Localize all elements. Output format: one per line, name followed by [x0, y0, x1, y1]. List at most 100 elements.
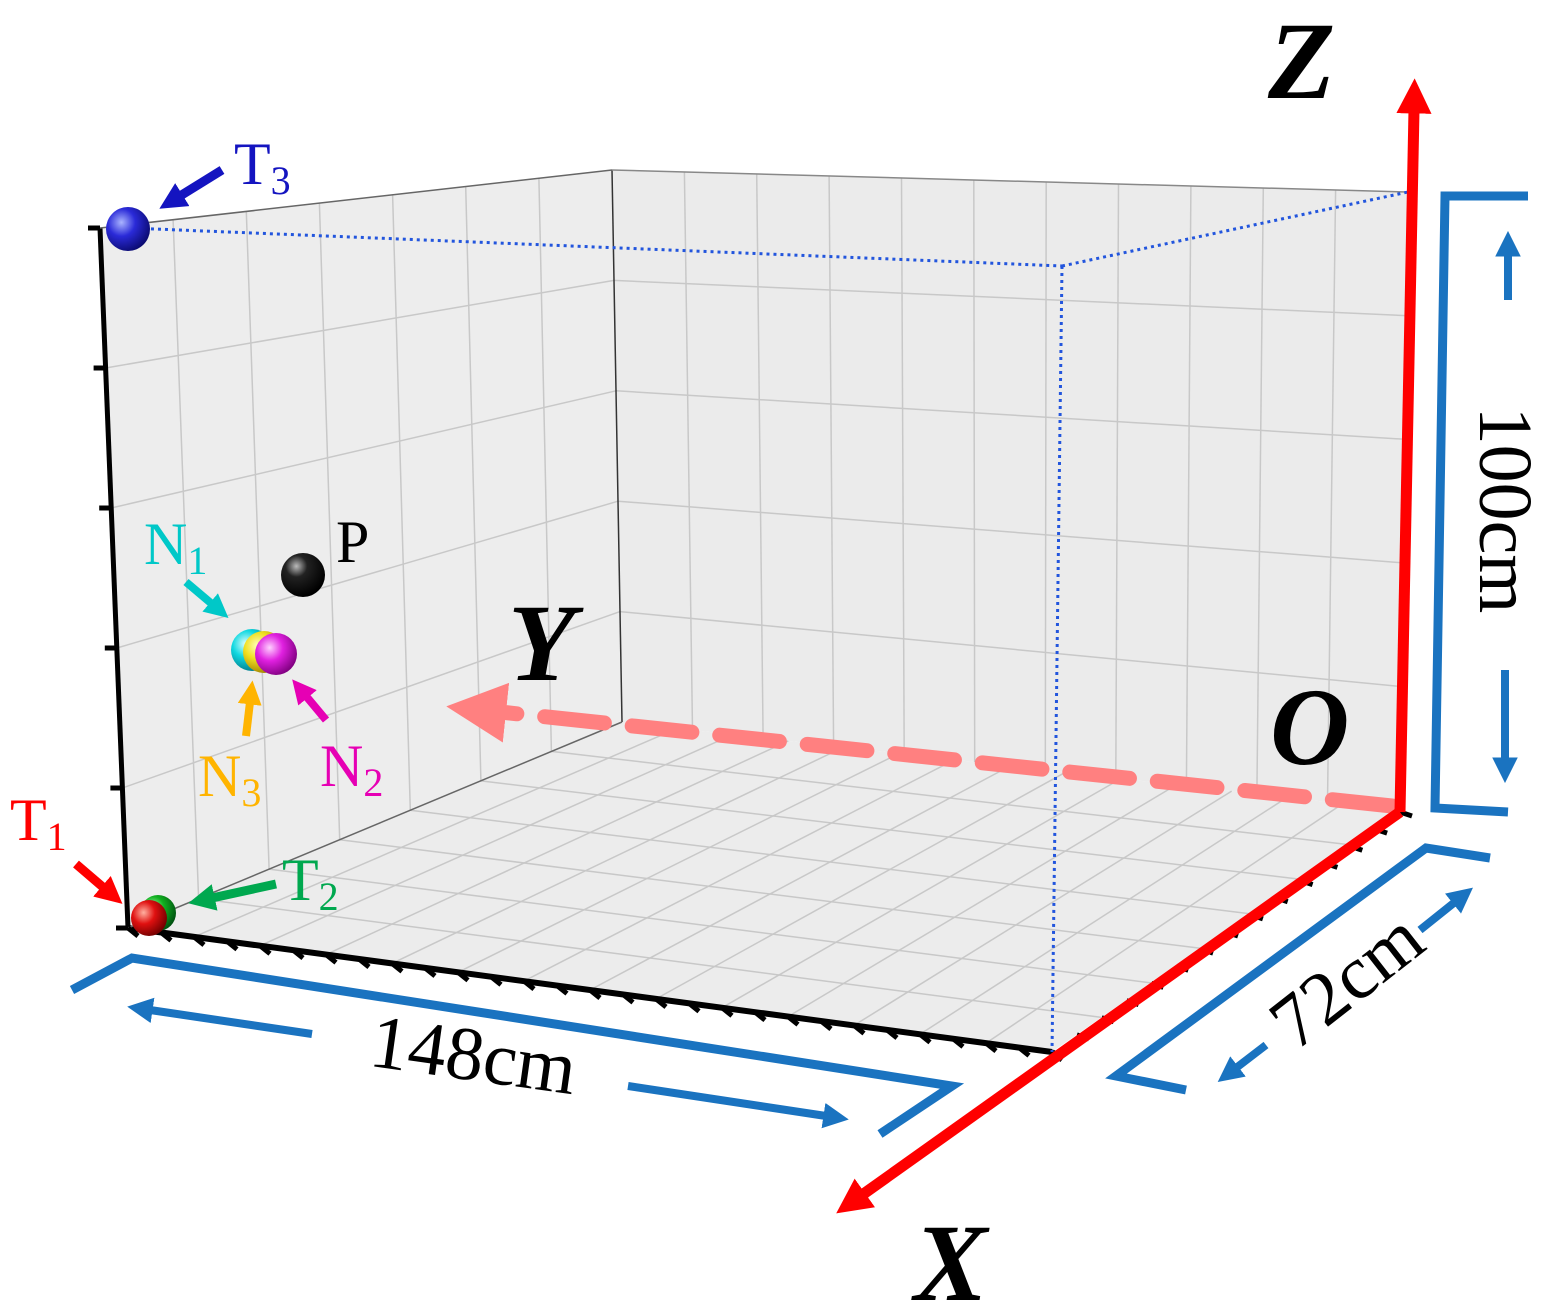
T3-pointer-arrow [159, 166, 225, 209]
bottom-tick [621, 992, 635, 1005]
N3-label: N3 [198, 743, 261, 815]
bottom-tick [786, 1014, 800, 1027]
length-arrow-right [627, 1082, 849, 1129]
left-wall-grid-line-v [464, 186, 482, 781]
dotted-vertical [1050, 265, 1064, 1053]
left-wall-grid-line-v [245, 211, 270, 870]
grid-lines [105, 171, 1407, 1044]
P-sphere [281, 553, 325, 597]
floor-grid-line-h [787, 784, 1177, 1018]
dotted-top-right [1061, 190, 1409, 268]
back-wall-grid-line-v [900, 177, 905, 755]
P-label: P [336, 509, 369, 575]
bottom-tick [819, 1019, 833, 1031]
z-axis-line [1394, 78, 1432, 813]
bottom-tick [885, 1027, 899, 1040]
back-wall-grid-line-v [1185, 185, 1192, 787]
floor-grid-line-h [523, 759, 955, 982]
bottom-tick [456, 970, 470, 983]
height-dimension-bracket [1430, 191, 1528, 817]
floor-grid-line-h [985, 803, 1344, 1044]
left-wall-grid-line-h [111, 390, 617, 509]
T1-label: T1 [10, 787, 67, 859]
back-wall-grid-line-h [619, 610, 1401, 688]
dotted-top-left [129, 226, 1063, 268]
x-axis-title: X [911, 1202, 990, 1311]
width-dimension-label: 72cm [1254, 895, 1439, 1065]
bottom-tick [588, 988, 602, 1000]
back-wall-grid-line-h [617, 500, 1403, 564]
T3-label: T3 [234, 131, 291, 203]
back-wall-grid-line-v [1256, 187, 1265, 795]
back-wall-grid-line-v [973, 179, 976, 763]
N2-sphere [255, 633, 297, 675]
left-wall-grid-line-v [318, 203, 341, 840]
bottom-tick [951, 1036, 965, 1049]
T2-label: T2 [282, 847, 339, 919]
floor-grid-line-h [721, 777, 1122, 1009]
origin-label: O [1270, 666, 1349, 788]
bottom-tick [324, 952, 338, 965]
N3-pointer-arrow [237, 680, 262, 737]
back-corner-edge [611, 169, 623, 723]
back-top-edge [611, 169, 1409, 193]
wall-top-edge [99, 169, 613, 229]
bottom-tick [390, 961, 404, 974]
back-wall-grid-line-h [613, 279, 1407, 317]
back-wall-grid-line-v [755, 173, 764, 739]
floor-grid-line-h [259, 733, 734, 947]
bottom-tick [720, 1005, 734, 1018]
bottom-tick [687, 1001, 701, 1014]
T1-sphere [131, 900, 167, 936]
left-wall-grid-line-v [172, 219, 200, 899]
bottom-tick [852, 1023, 866, 1036]
dotted-guides [129, 190, 1409, 1053]
length-dimension-bracket [69, 953, 965, 1138]
y-axis-title: Y [508, 582, 584, 704]
N2-pointer-arrow [292, 679, 330, 723]
floor-grid-line-h [919, 796, 1288, 1035]
N1-pointer-arrow [183, 578, 229, 618]
floor-grid-line-h [325, 740, 789, 956]
y-axis-line [446, 682, 1400, 814]
z-axis-title: Z [1267, 0, 1335, 122]
back-wall-grid-line-v [1044, 181, 1047, 771]
back-wall-grid-line-v [1326, 189, 1337, 803]
x-axis-tick [1399, 809, 1413, 819]
left-wall-grid-line-h [105, 279, 615, 369]
bottom-tick [753, 1010, 767, 1023]
T1-pointer-arrow [73, 860, 123, 904]
bottom-tick [423, 965, 437, 978]
bottom-tick [489, 974, 503, 987]
bottom-tick [522, 979, 536, 992]
bottom-tick [225, 939, 239, 952]
back-wall-grid-line-v [1115, 183, 1120, 779]
left-wall-grid-line-h [116, 500, 619, 649]
floor-grid-line-h [853, 790, 1233, 1027]
back-wall-grid-line-v [828, 175, 835, 747]
bottom-tick [258, 943, 272, 956]
bottom-tick [654, 996, 668, 1009]
back-wall-grid-line-h [615, 390, 1405, 440]
width-arrow-up [1417, 887, 1473, 934]
bottom-tick [984, 1041, 998, 1054]
length-arrow-left [127, 997, 313, 1038]
bottom-tick [1017, 1045, 1031, 1058]
T2-pointer-arrow [188, 879, 277, 911]
bottom-tick [192, 934, 206, 947]
floor-grid-line-h [589, 765, 1011, 991]
left-wall-grid-line-h [122, 610, 621, 789]
back-wall-grid-line-v [683, 171, 694, 731]
bottom-tick [291, 948, 305, 961]
T3-sphere [106, 207, 150, 251]
height-dimension-label: 100cm [1463, 407, 1547, 614]
N2-label: N2 [320, 733, 383, 805]
bottom-tick [555, 983, 569, 996]
left-wall-grid-line-v [538, 178, 553, 752]
back-wall [612, 170, 1408, 810]
width-dimension-bracket [1105, 843, 1491, 1095]
floor-grid-line-h [655, 771, 1066, 1000]
vertical-left-edge [97, 227, 131, 929]
floor-grid-line-h [457, 752, 900, 973]
